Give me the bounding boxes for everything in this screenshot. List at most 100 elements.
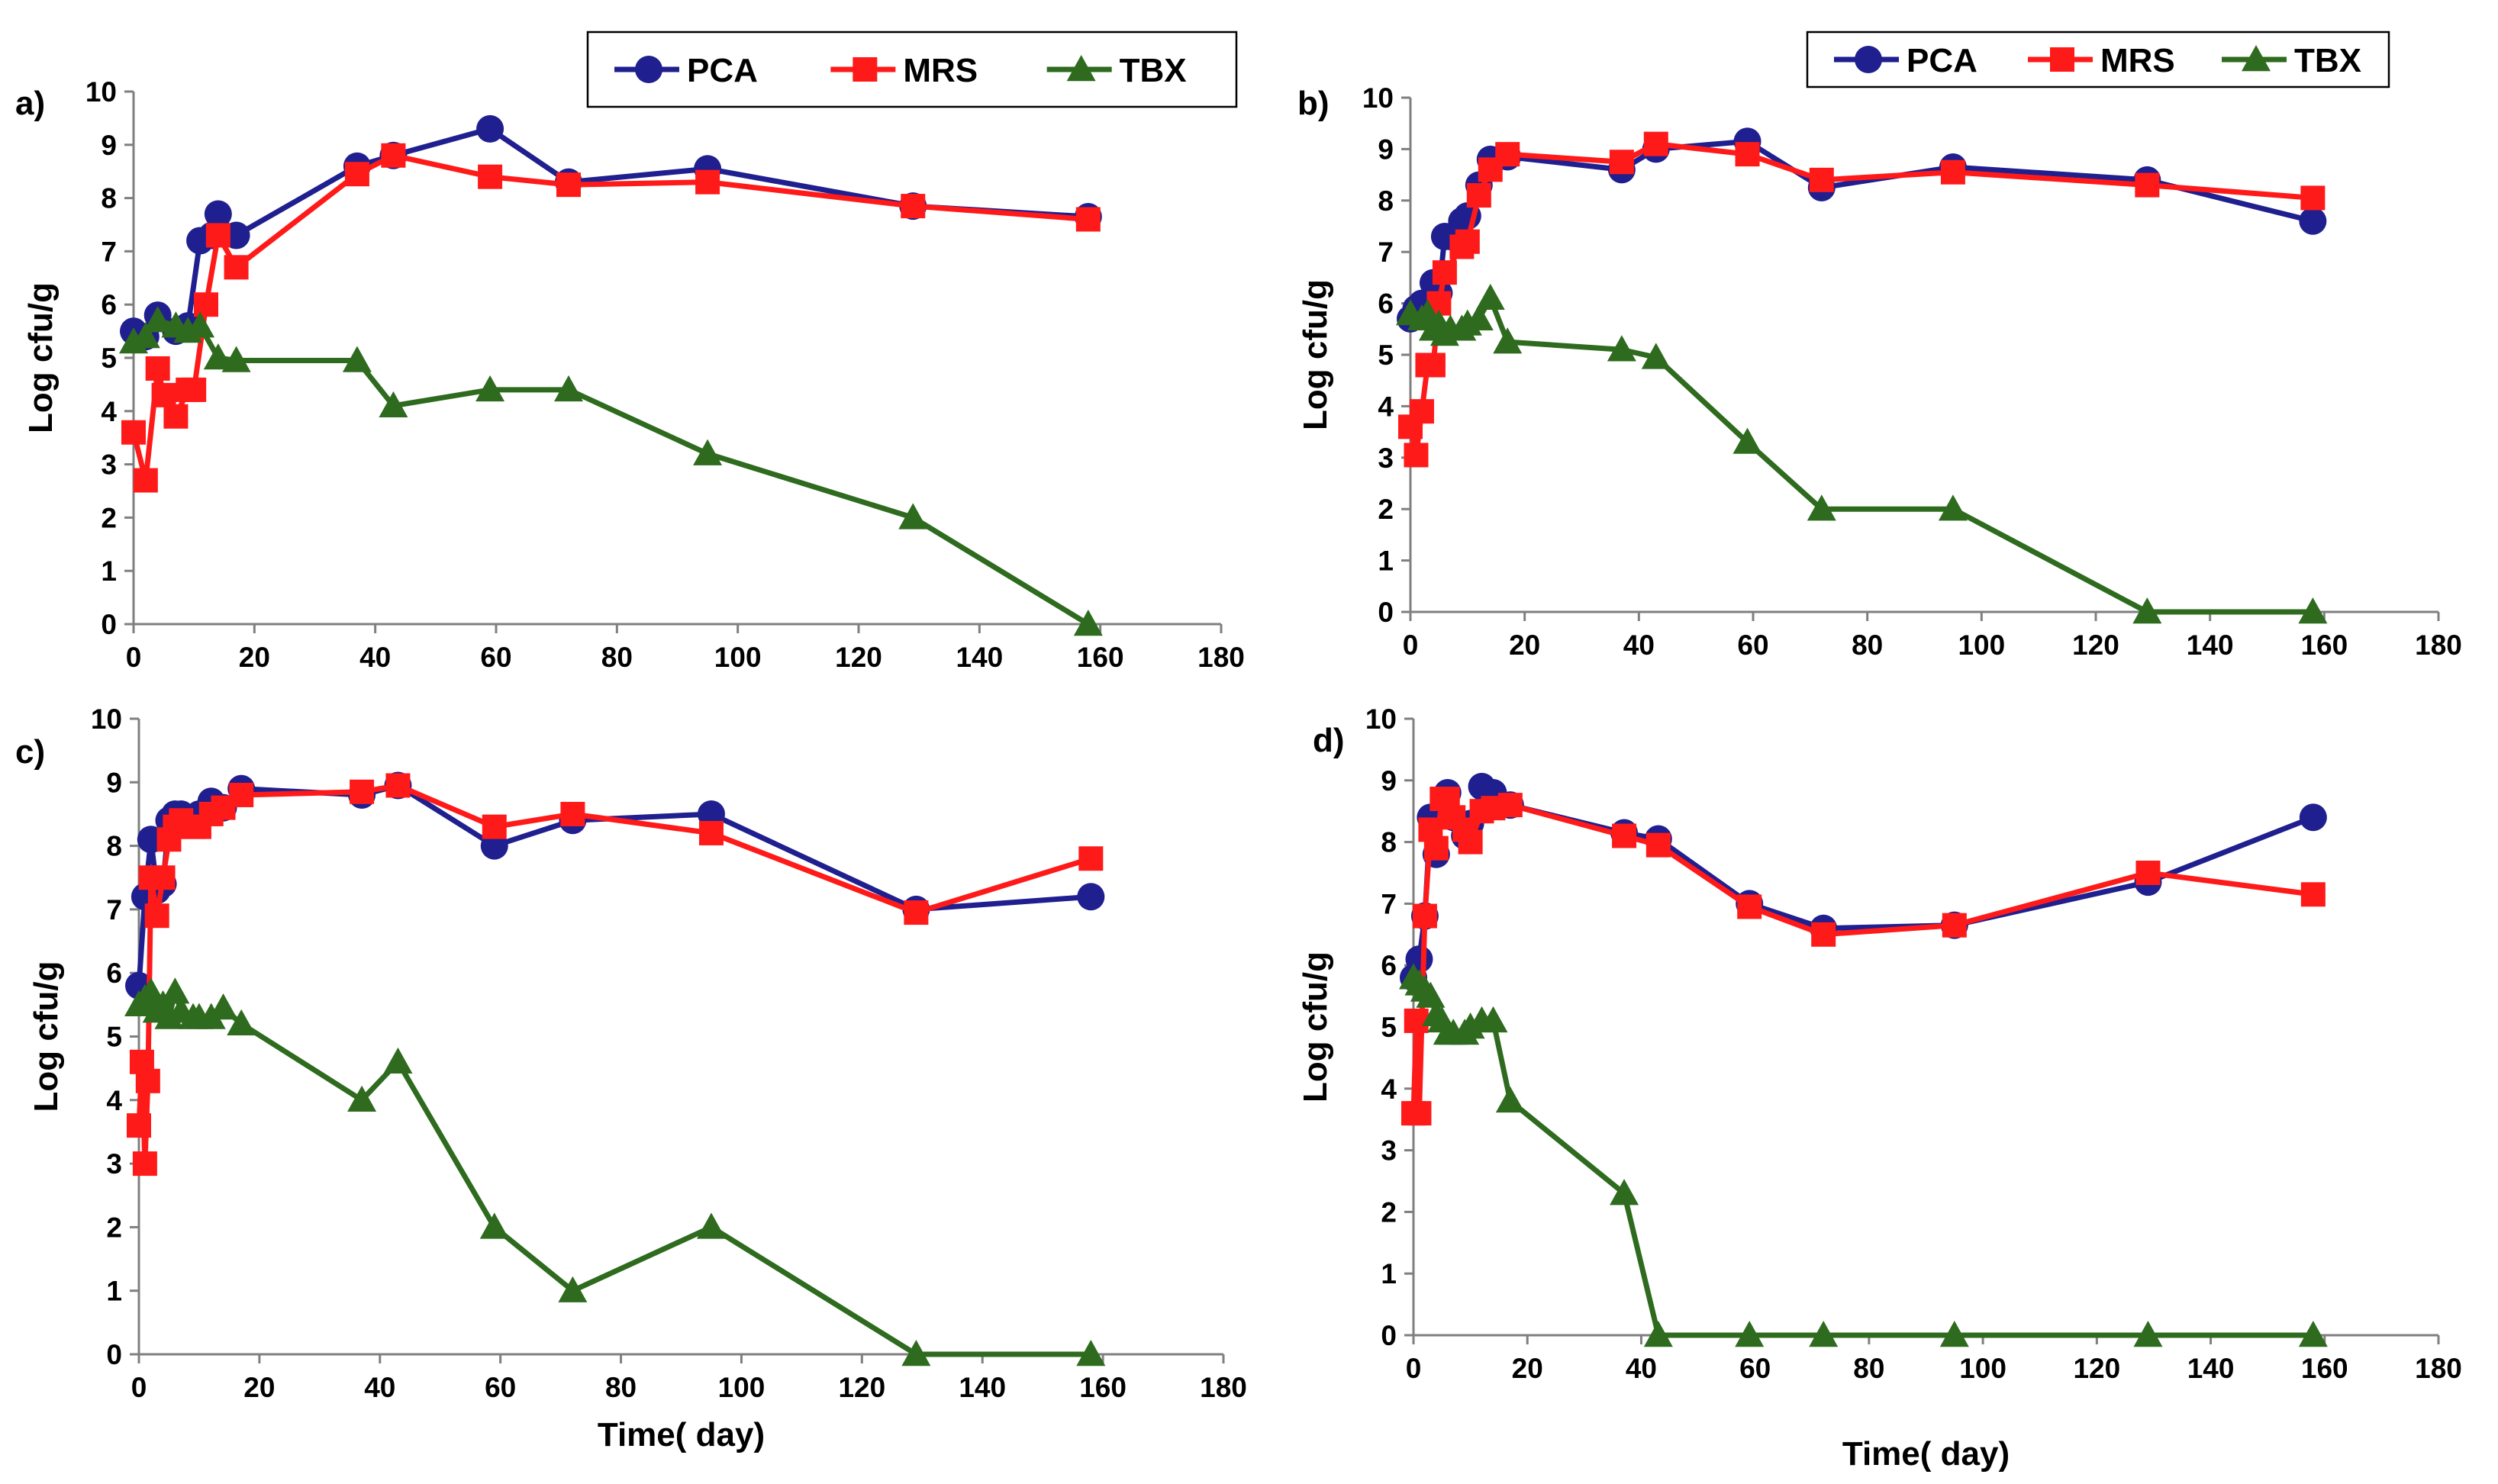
x-tick-label: 0	[1403, 629, 1419, 661]
y-tick-label: 2	[1378, 494, 1394, 525]
series-mrs	[1401, 787, 2326, 1126]
series-tbx-line	[1411, 975, 2313, 1338]
x-tick-label: 100	[1958, 629, 2005, 661]
series-tbx-point	[1938, 494, 1968, 521]
series-tbx-point	[898, 503, 928, 530]
y-tick-label: 7	[1378, 237, 1394, 268]
y-tick-label: 0	[1378, 597, 1394, 628]
y-tick-label: 6	[1381, 950, 1397, 981]
series-tbx-line	[132, 317, 1090, 626]
series-tbx-point	[208, 993, 238, 1020]
series-mrs-point	[1407, 1101, 1432, 1126]
series-mrs	[121, 143, 1101, 493]
series-mrs-point	[1075, 207, 1101, 232]
x-tick-label: 100	[718, 1372, 766, 1403]
series-tbx-point	[1732, 427, 1762, 454]
legend: PCA MRS TBX	[586, 31, 1238, 108]
series-mrs-point	[151, 382, 176, 407]
series-mrs-point	[1643, 131, 1668, 156]
series-mrs-point	[1458, 829, 1483, 855]
y-axis-title: Log cfu/g	[22, 282, 60, 433]
x-tick-label: 0	[1406, 1353, 1422, 1384]
series-mrs-point	[1497, 793, 1523, 818]
series-pca-line	[132, 126, 1089, 340]
series-mrs-point	[1940, 159, 1965, 185]
series-mrs-point	[1942, 913, 1967, 938]
series-pca-point	[1077, 883, 1105, 911]
series-tbx-point	[1464, 304, 1494, 331]
y-tick-label: 4	[106, 1085, 122, 1116]
series-tbx-point	[901, 1340, 931, 1367]
series-tbx-point	[479, 1212, 509, 1239]
x-tick-label: 180	[2415, 629, 2462, 661]
series-mrs-line	[136, 782, 1092, 1167]
y-tick-label: 8	[1378, 185, 1394, 217]
series-mrs-point	[1809, 167, 1834, 192]
series-tbx-point	[221, 346, 251, 372]
y-axis-title: Log cfu/g	[27, 961, 65, 1112]
y-tick-label: 3	[1378, 443, 1394, 474]
series-tbx-point	[1643, 1321, 1673, 1347]
series-mrs-line	[1407, 141, 2313, 458]
series-mrs-point	[344, 162, 369, 187]
series-mrs-point	[1078, 846, 1104, 871]
series-mrs-point	[1737, 894, 1762, 919]
series-tbx-point	[160, 977, 190, 1004]
series-tbx-point	[1735, 1321, 1765, 1347]
x-tick-label: 80	[601, 642, 633, 673]
panel-label: b)	[1297, 85, 1330, 122]
series-tbx-point	[136, 977, 166, 1004]
panel-label: c)	[15, 733, 45, 771]
legend-pca-label: PCA	[687, 52, 758, 89]
series-tbx-point	[1493, 327, 1523, 354]
y-tick-label: 3	[1381, 1135, 1397, 1167]
series-pca-point	[1405, 945, 1433, 974]
legend-tbx-label: TBX	[1120, 52, 1187, 89]
y-tick-label: 0	[101, 609, 117, 640]
x-tick-label: 0	[131, 1372, 147, 1403]
series-mrs-point	[2135, 861, 2161, 885]
legend-pca-label: PCA	[1907, 42, 1977, 79]
series-mrs-point	[2300, 185, 2326, 211]
series-pca-point	[2299, 803, 2327, 832]
y-tick-label: 6	[101, 289, 117, 320]
series-mrs-point	[1466, 183, 1491, 208]
x-tick-label: 100	[714, 642, 762, 673]
x-tick-label: 180	[1200, 1372, 1247, 1403]
series-mrs-point	[904, 900, 929, 925]
x-tick-label: 120	[2073, 1353, 2120, 1384]
series-mrs-point	[1432, 260, 1457, 285]
series-mrs-point	[901, 194, 926, 219]
series-mrs-point	[121, 420, 146, 445]
x-tick-label: 80	[605, 1372, 637, 1403]
panel-label: d)	[1313, 722, 1345, 759]
y-tick-label: 5	[1381, 1012, 1397, 1043]
y-tick-label: 2	[1381, 1196, 1397, 1228]
series-mrs	[127, 773, 1104, 1177]
series-tbx-point	[1807, 494, 1836, 521]
legend-tbx-label: TBX	[2294, 42, 2361, 79]
series-mrs-line	[1410, 796, 2314, 1116]
series-mrs-point	[2300, 882, 2326, 907]
series-mrs-point	[1612, 823, 1637, 848]
y-tick-label: 10	[1365, 703, 1397, 735]
series-tbx-point	[379, 391, 408, 418]
series-mrs-point	[163, 404, 189, 429]
series-mrs-point	[229, 782, 254, 807]
series-mrs-point	[695, 169, 720, 195]
series-mrs-point	[1404, 443, 1429, 468]
series-tbx-point	[558, 1276, 588, 1302]
y-tick-label: 0	[1381, 1320, 1397, 1351]
y-tick-label: 5	[1378, 340, 1394, 371]
x-tick-label: 180	[2415, 1353, 2462, 1384]
series-tbx-point	[1475, 283, 1505, 311]
y-axis-title: Log cfu/g	[1297, 279, 1334, 430]
y-tick-label: 4	[1378, 391, 1394, 422]
series-mrs-point	[133, 468, 158, 493]
series-mrs-point	[1409, 399, 1434, 424]
series-mrs-point	[205, 223, 230, 248]
y-tick-label: 9	[106, 767, 122, 798]
series-mrs-point	[698, 820, 724, 845]
y-tick-label: 3	[106, 1148, 122, 1180]
